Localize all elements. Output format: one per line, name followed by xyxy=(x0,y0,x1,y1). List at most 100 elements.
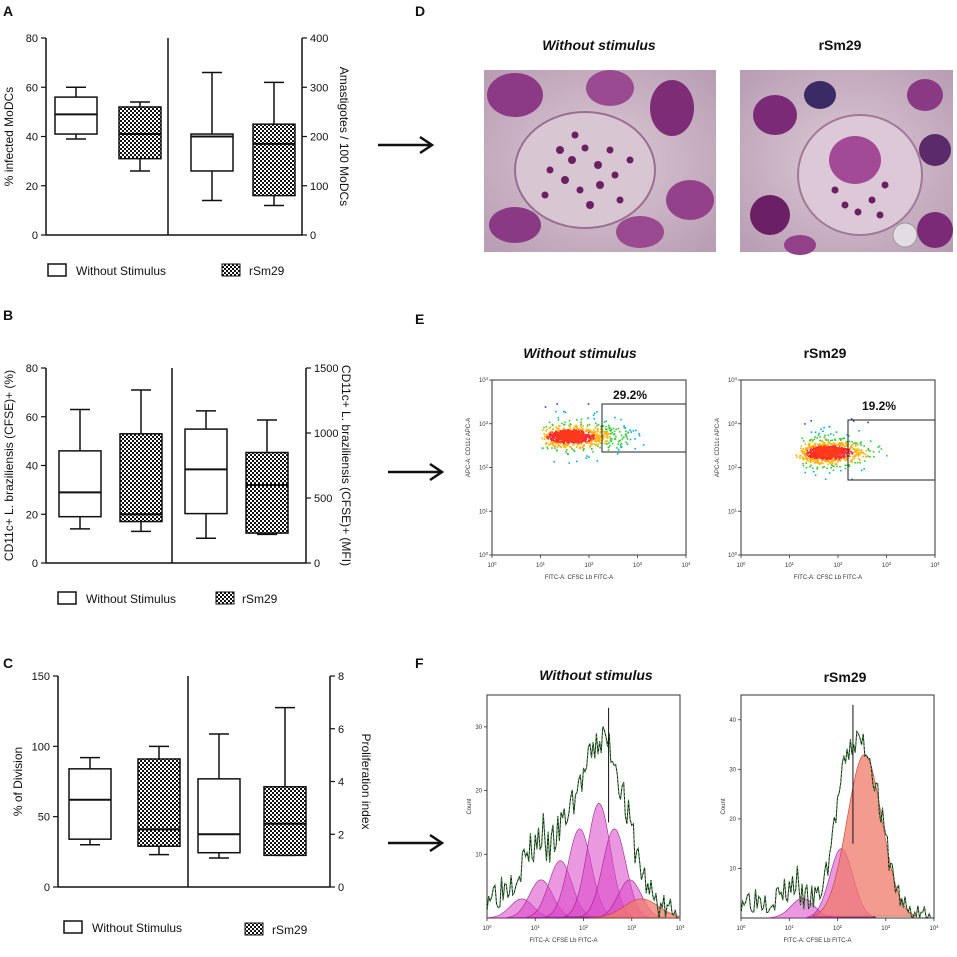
scatter-point xyxy=(593,431,595,433)
scatter-point xyxy=(840,439,842,441)
scatter-point xyxy=(554,431,556,434)
scatter-point xyxy=(802,451,805,453)
scatter-point xyxy=(826,444,828,447)
scatter-point xyxy=(563,427,565,430)
x-tick-label: 102 xyxy=(584,561,594,570)
y-tick-label: 102 xyxy=(479,463,489,472)
scatter-point xyxy=(630,431,632,433)
scatter-point xyxy=(571,448,573,450)
scatter-point xyxy=(857,452,859,455)
scatter-point xyxy=(597,440,600,443)
scatter-point xyxy=(556,431,558,434)
left-tick-label: 60 xyxy=(26,82,38,94)
scatter-point xyxy=(848,435,850,437)
scatter-point xyxy=(545,443,547,446)
panel-letter-d: D xyxy=(415,3,425,19)
scatter-point xyxy=(599,430,602,433)
scatter-point xyxy=(598,440,601,443)
y-tick-label: 30 xyxy=(475,725,482,731)
scatter-point xyxy=(810,431,813,433)
y-tick-label: 20 xyxy=(475,789,482,795)
scatter-point xyxy=(566,444,568,447)
scatter-point xyxy=(567,429,569,431)
x-tick-label: 101 xyxy=(785,561,795,570)
right-axis-label: Proliferation index xyxy=(359,733,373,829)
scatter-point xyxy=(544,406,547,408)
scatter-point xyxy=(828,460,831,463)
scatter-point xyxy=(813,456,816,459)
left-tick-label: 100 xyxy=(32,741,50,753)
scatter-point xyxy=(821,460,824,462)
scatter-point xyxy=(806,458,809,460)
right-tick-label: 4 xyxy=(338,777,344,789)
scatter-point xyxy=(856,461,859,464)
panel-letter-e: E xyxy=(415,311,424,327)
scatter-point xyxy=(586,434,588,437)
scatter-point xyxy=(608,426,611,428)
scatter-point xyxy=(588,434,590,436)
scatter-point xyxy=(563,442,566,445)
scatter-point xyxy=(573,428,575,431)
scatter-point xyxy=(832,469,835,472)
scatter-point xyxy=(595,436,597,439)
scatter-point xyxy=(824,434,826,437)
scatter-point xyxy=(821,440,823,443)
scatter-point xyxy=(582,430,584,433)
scatter-point xyxy=(576,444,579,446)
right-tick-label: 0 xyxy=(338,882,344,894)
scatter-point xyxy=(810,446,812,449)
scatter-point xyxy=(812,470,815,473)
x-tick-label: 103 xyxy=(633,561,643,570)
scatter-point xyxy=(615,428,617,431)
facs-plot-without-stimulus: 29.2% 100 101 102 103 104 100 101 102 103 104 APC-A… xyxy=(466,376,691,582)
scatter-point xyxy=(558,441,561,444)
gate-box xyxy=(601,403,687,453)
scatter-point xyxy=(617,427,620,430)
scatter-point xyxy=(606,430,608,433)
scatter-point xyxy=(823,436,826,438)
scatter-point xyxy=(828,457,831,459)
scatter-point xyxy=(556,450,558,452)
scatter-point xyxy=(620,446,622,449)
scatter-point xyxy=(805,466,808,469)
scatter-point xyxy=(860,441,862,443)
scatter-point xyxy=(830,464,833,466)
scatter-point xyxy=(859,442,861,445)
scatter-point xyxy=(860,469,863,472)
scatter-point xyxy=(572,441,575,444)
scatter-point xyxy=(799,455,801,457)
scatter-point xyxy=(843,437,845,439)
scatter-point xyxy=(809,451,811,453)
scatter-point xyxy=(821,459,823,461)
panel-letter-c: C xyxy=(3,655,13,671)
scatter-point xyxy=(808,442,811,445)
scatter-point xyxy=(838,456,841,458)
scatter-point xyxy=(815,454,817,456)
scatter-point xyxy=(626,438,629,440)
scatter-point xyxy=(816,437,819,439)
scatter-point xyxy=(824,478,827,481)
left-tick-label: 40 xyxy=(26,461,38,473)
scatter-point xyxy=(603,421,606,423)
scatter-point xyxy=(610,428,613,431)
scatter-point xyxy=(611,442,614,445)
scatter-point xyxy=(596,460,599,462)
y-tick-label: 104 xyxy=(479,376,489,385)
scatter-point xyxy=(588,456,590,458)
scatter-point xyxy=(596,430,599,432)
scatter-point xyxy=(878,445,881,448)
scatter-point xyxy=(878,450,880,453)
scatter-point xyxy=(813,438,816,441)
scatter-point xyxy=(568,462,571,464)
parent-peak xyxy=(589,898,681,919)
scatter-point xyxy=(580,442,583,444)
scatter-point xyxy=(574,428,577,430)
scatter-point xyxy=(594,439,597,442)
scatter-point xyxy=(812,439,814,442)
scatter-point xyxy=(561,422,563,425)
scatter-point xyxy=(860,444,862,446)
scatter-point xyxy=(863,445,865,447)
scatter-point xyxy=(841,455,844,458)
scatter-point xyxy=(546,446,549,449)
scatter-point xyxy=(556,429,559,432)
